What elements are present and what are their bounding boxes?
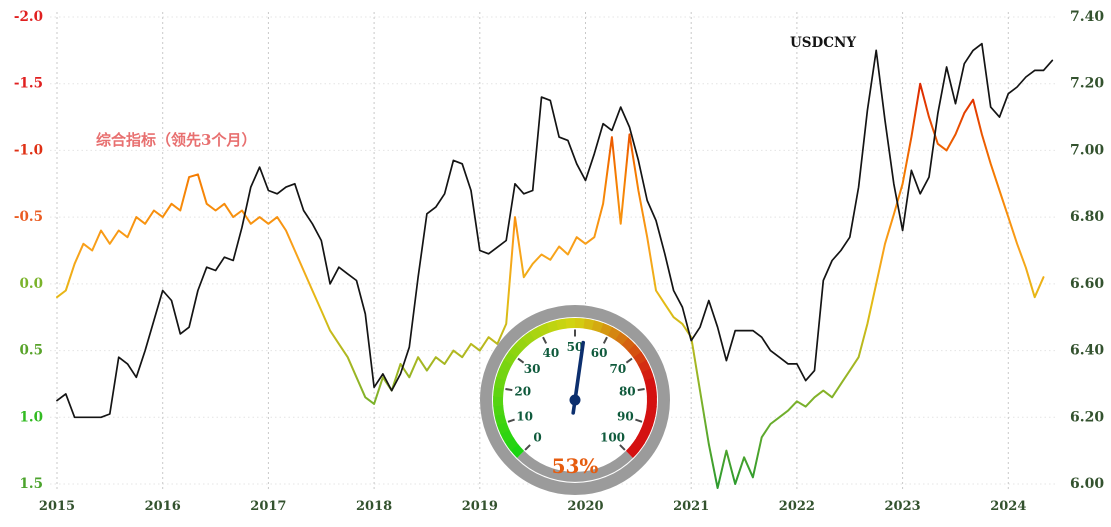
gauge-tick-label: 40: [543, 346, 560, 360]
gauge-tick-label: 90: [617, 409, 634, 423]
left-axis-labels: -2.0 -1.5 -1.0 -0.5 0.0 0.5 1.0 1.5: [14, 9, 43, 492]
left-axis-tick-label: -1.0: [14, 142, 43, 158]
gauge-tick-label: 10: [516, 409, 533, 423]
right-axis-tick-label: 7.40: [1070, 9, 1104, 25]
indicator-series-label: 综合指标（领先3个月）: [96, 131, 257, 149]
gauge-band-gap: [517, 450, 633, 482]
right-axis-tick-label: 6.00: [1070, 476, 1104, 492]
right-axis-labels: 7.40 7.20 7.00 6.80 6.60 6.40 6.20 6.00: [1070, 9, 1104, 492]
gauge-tick-label: 70: [610, 362, 627, 376]
left-axis-tick-label: 1.5: [20, 476, 44, 492]
right-axis-tick-label: 6.80: [1070, 209, 1104, 225]
left-axis-tick-label: 0.5: [20, 343, 44, 359]
x-axis-tick-label: 2017: [250, 499, 286, 514]
gauge-tick-label: 60: [591, 346, 608, 360]
gauge-tick-label: 100: [600, 431, 625, 445]
gauge-tick-label: 50: [567, 340, 584, 354]
right-axis-tick-label: 6.20: [1070, 409, 1104, 425]
x-axis-tick-label: 2020: [567, 499, 603, 514]
gauge-tick-label: 30: [524, 362, 541, 376]
left-axis-tick-label: 0.0: [20, 276, 44, 292]
x-axis-tick-label: 2019: [462, 499, 498, 514]
x-axis-tick-label: 2021: [673, 499, 709, 514]
gauge-tick-label: 20: [514, 385, 531, 399]
left-axis-tick-label: 1.0: [20, 409, 44, 425]
right-axis-tick-label: 7.00: [1070, 142, 1104, 158]
usdcny-series-label: USDCNY: [790, 35, 856, 51]
gauge-ticks: [505, 329, 645, 451]
x-axis-tick-label: 2024: [990, 499, 1026, 514]
gauge-tick-label: 80: [619, 385, 636, 399]
gauge-value-label: 53%: [552, 454, 599, 478]
gauge-color-band: [492, 317, 657, 458]
x-axis-tick-label: 2018: [356, 499, 392, 514]
usdcny-line: [56, 42, 1054, 419]
gauge-tick-label: 0: [533, 431, 541, 445]
gauge-outer-ring: [480, 305, 670, 495]
gauge-hub: [569, 394, 581, 406]
x-axis-tick-label: 2023: [885, 499, 921, 514]
gauge-needle: [571, 340, 586, 415]
x-axis-tick-label: 2016: [145, 499, 181, 514]
left-axis-tick-label: -1.5: [14, 76, 43, 92]
gridlines: [50, 12, 1058, 492]
x-axis-labels: 2015 2016 2017 2018 2019 2020 2021 2022 2023 2024: [39, 499, 1026, 514]
x-axis-tick-label: 2022: [779, 499, 815, 514]
right-axis-tick-label: 6.60: [1070, 276, 1104, 292]
left-axis-tick-label: -0.5: [14, 209, 43, 225]
right-axis-tick-label: 6.40: [1070, 343, 1104, 359]
gauge-face: [480, 305, 670, 495]
right-axis-tick-label: 7.20: [1070, 76, 1104, 92]
x-axis-tick-label: 2015: [39, 499, 75, 514]
left-axis-tick-label: -2.0: [14, 9, 43, 25]
